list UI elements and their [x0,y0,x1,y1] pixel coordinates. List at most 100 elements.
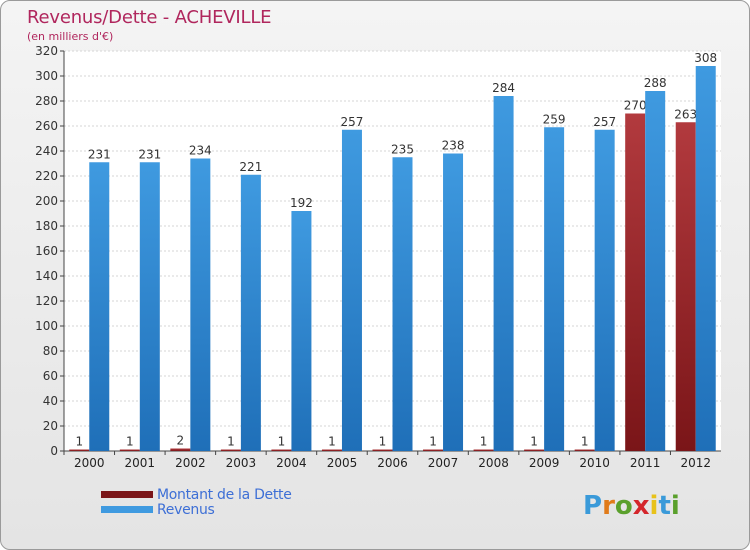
y-tick-label: 0 [50,444,58,458]
brand-letter: o [614,491,633,521]
brand-letter: x [632,491,650,521]
x-tick-label: 2000 [74,456,105,470]
bar-dette [423,449,444,451]
x-tick-label: 2011 [630,456,661,470]
data-label: 1 [75,435,83,449]
data-label: 235 [391,142,414,156]
y-tick-label: 20 [43,419,58,433]
y-tick-label: 40 [43,394,58,408]
x-tick-label: 2004 [276,456,307,470]
bar-revenus [291,211,312,451]
legend-item-dette: Montant de la Dette [101,486,292,503]
brand-letter: i [649,491,659,521]
bar-dette [372,449,393,451]
data-label: 1 [328,435,336,449]
y-tick-label: 180 [35,219,58,233]
y-tick-label: 320 [35,44,58,58]
x-tick-label: 2003 [226,456,257,470]
bar-dette [119,449,140,451]
y-tick-label: 140 [35,269,58,283]
bar-dette [69,449,90,451]
brand-letter: i [670,491,680,521]
x-tick-label: 2010 [579,456,610,470]
bar-revenus [493,96,514,451]
y-tick-label: 220 [35,169,58,183]
bar-revenus [341,129,362,451]
y-tick-label: 60 [43,369,58,383]
legend-item-revenus: Revenus [101,501,292,518]
data-label: 1 [227,435,235,449]
data-label: 231 [138,147,161,161]
data-label: 1 [278,435,286,449]
bar-dette [220,449,241,451]
data-label: 257 [593,115,616,129]
bar-revenus [240,174,261,451]
data-label: 1 [581,435,589,449]
data-label: 257 [341,115,364,129]
y-tick-label: 160 [35,244,58,258]
bar-revenus [89,162,110,451]
data-label: 231 [88,147,111,161]
data-label: 308 [694,51,717,65]
y-tick-label: 280 [35,94,58,108]
legend-label-dette: Montant de la Dette [157,486,292,503]
bar-revenus [544,127,565,451]
bar-dette [473,449,494,451]
chart-title: Revenus/Dette - ACHEVILLE [27,7,272,28]
brand-letter: r [602,491,615,521]
data-label: 288 [644,76,667,90]
y-tick-label: 80 [43,344,58,358]
bar-revenus [392,157,413,451]
x-tick-label: 2012 [680,456,711,470]
x-tick-label: 2005 [327,456,358,470]
brand-letter: t [658,491,671,521]
data-label: 2 [177,434,185,448]
data-label: 1 [480,435,488,449]
bar-dette [524,449,545,451]
data-label: 1 [379,435,387,449]
data-label: 1 [429,435,437,449]
bar-revenus [695,66,716,451]
bar-revenus [190,158,211,451]
legend-swatch-revenus [101,506,153,513]
x-tick-label: 2006 [377,456,408,470]
x-tick-label: 2001 [125,456,156,470]
y-tick-label: 120 [35,294,58,308]
x-tick-label: 2008 [478,456,509,470]
data-label: 259 [543,112,566,126]
legend-swatch-dette [101,491,153,498]
x-tick-label: 2002 [175,456,206,470]
x-tick-label: 2007 [428,456,459,470]
bar-dette [321,449,342,451]
data-label: 270 [624,99,647,113]
bar-revenus [139,162,160,451]
bar-dette [271,449,292,451]
bar-dette [625,113,646,451]
y-tick-label: 240 [35,144,58,158]
data-label: 221 [239,160,262,174]
bar-revenus [443,153,464,451]
y-tick-label: 300 [35,69,58,83]
y-tick-label: 100 [35,319,58,333]
data-label: 263 [674,107,697,121]
brand-letter: P [583,491,603,521]
data-label: 192 [290,196,313,210]
bar-revenus [594,129,615,451]
data-label: 1 [126,435,134,449]
y-tick-label: 200 [35,194,58,208]
data-label: 234 [189,144,212,158]
brand-logo: Proxiti [583,491,680,521]
chart-subtitle: (en milliers d'€) [27,30,114,43]
bar-dette [170,448,191,451]
data-label: 238 [442,139,465,153]
x-tick-label: 2009 [529,456,560,470]
legend: Montant de la Dette Revenus [101,486,292,518]
bar-dette [675,122,696,451]
bar-dette [574,449,595,451]
y-tick-label: 260 [35,119,58,133]
data-label: 284 [492,81,515,95]
legend-label-revenus: Revenus [157,501,215,518]
bar-revenus [645,91,666,451]
